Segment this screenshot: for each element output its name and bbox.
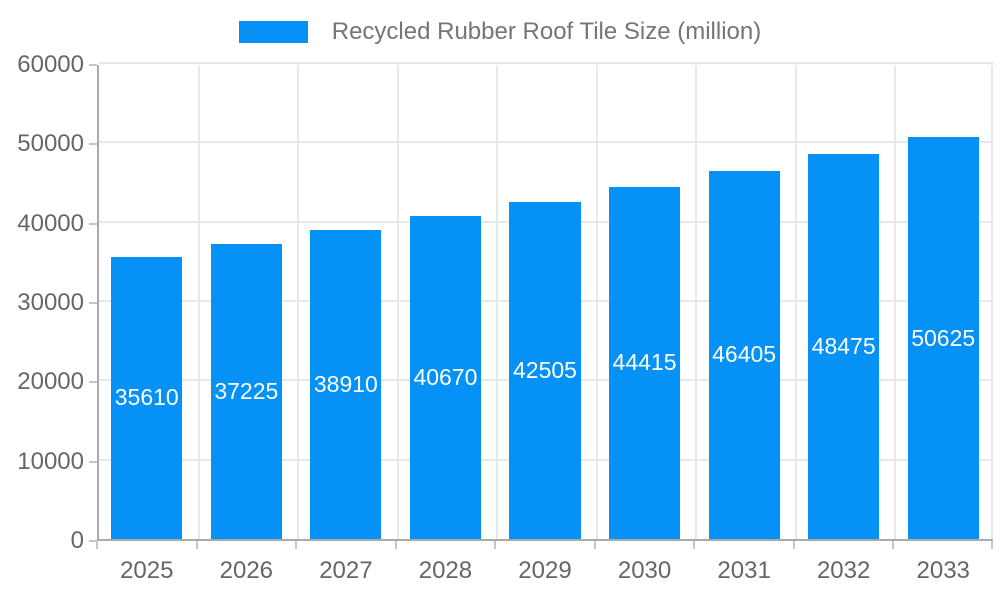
bar-value-label: 37225 xyxy=(214,377,279,404)
x-tick-label-2030: 2030 xyxy=(617,557,672,584)
bar-2026[interactable]: 37225 xyxy=(210,243,282,539)
y-tick-mark xyxy=(89,222,97,225)
x-tick-mark xyxy=(593,541,596,549)
bar-value-label: 48475 xyxy=(811,333,876,360)
y-tick-mark xyxy=(89,460,97,463)
bar-value-label: 42505 xyxy=(513,356,577,383)
gridline-horizontal xyxy=(99,62,993,64)
x-tick-mark xyxy=(295,541,298,549)
gridline-vertical xyxy=(794,65,797,539)
y-tick-mark xyxy=(89,64,97,66)
y-tick-mark xyxy=(89,540,97,542)
chart-legend[interactable]: Recycled Rubber Roof Tile Size (million) xyxy=(0,18,1000,46)
y-tick-label-40000: 40000 xyxy=(17,209,84,237)
bar-value-label: 44415 xyxy=(612,349,677,376)
gridline-vertical xyxy=(595,65,598,539)
legend-label: Recycled Rubber Roof Tile Size (million) xyxy=(331,18,762,45)
bar-value-label: 50625 xyxy=(911,324,976,351)
x-tick-label-2031: 2031 xyxy=(717,557,771,584)
y-tick-label-20000: 20000 xyxy=(17,368,84,396)
bar-2031[interactable]: 46405 xyxy=(708,170,780,539)
gridline-vertical xyxy=(695,65,698,539)
x-tick-label-2032: 2032 xyxy=(816,557,871,584)
y-tick-label-30000: 30000 xyxy=(17,289,84,316)
x-tick-label-2029: 2029 xyxy=(518,557,572,584)
y-tick-label-10000: 10000 xyxy=(17,447,84,475)
bar-value-label: 38910 xyxy=(313,371,378,398)
bar-2029[interactable]: 42505 xyxy=(509,201,581,539)
y-tick-mark xyxy=(89,302,97,304)
y-tick-mark xyxy=(89,381,97,384)
y-tick-label-0: 0 xyxy=(70,527,84,554)
bar-value-label: 35610 xyxy=(114,384,179,411)
gridline-vertical xyxy=(894,65,897,539)
x-tick-mark xyxy=(991,541,993,549)
bar-2030[interactable]: 44415 xyxy=(608,186,681,539)
x-tick-mark xyxy=(892,541,895,549)
plot-area: 35610 37225 38910 40670 42505 44415 46405 48475… xyxy=(97,62,993,541)
gridline-horizontal xyxy=(99,141,993,144)
x-tick-mark xyxy=(394,541,397,549)
gridline-vertical xyxy=(396,65,399,539)
x-tick-mark xyxy=(195,541,198,549)
x-tick-mark xyxy=(96,541,98,549)
gridline-vertical xyxy=(197,65,200,539)
x-tick-label-2033: 2033 xyxy=(916,557,970,584)
x-tick-mark xyxy=(792,541,795,549)
bar-2033[interactable]: 50625 xyxy=(907,137,979,539)
bar-2025[interactable]: 35610 xyxy=(111,256,183,539)
bar-value-label: 46405 xyxy=(712,341,777,368)
bar-2028[interactable]: 40670 xyxy=(409,216,482,539)
x-tick-label-2027: 2027 xyxy=(319,557,373,584)
y-tick-mark xyxy=(89,143,97,146)
gridline-vertical xyxy=(297,65,300,539)
bar-value-label: 40670 xyxy=(413,364,478,391)
bar-2027[interactable]: 38910 xyxy=(310,230,382,539)
x-tick-label-2028: 2028 xyxy=(418,557,473,584)
gridline-vertical xyxy=(991,65,993,539)
x-tick-mark xyxy=(494,541,497,549)
x-tick-label-2026: 2026 xyxy=(219,557,274,584)
x-tick-mark xyxy=(693,541,696,549)
y-tick-label-60000: 60000 xyxy=(17,51,84,78)
gridline-vertical xyxy=(496,65,499,539)
x-tick-label-2025: 2025 xyxy=(120,557,174,584)
legend-swatch-icon xyxy=(238,21,308,43)
bar-2032[interactable]: 48475 xyxy=(808,154,880,539)
y-tick-label-50000: 50000 xyxy=(17,130,84,158)
